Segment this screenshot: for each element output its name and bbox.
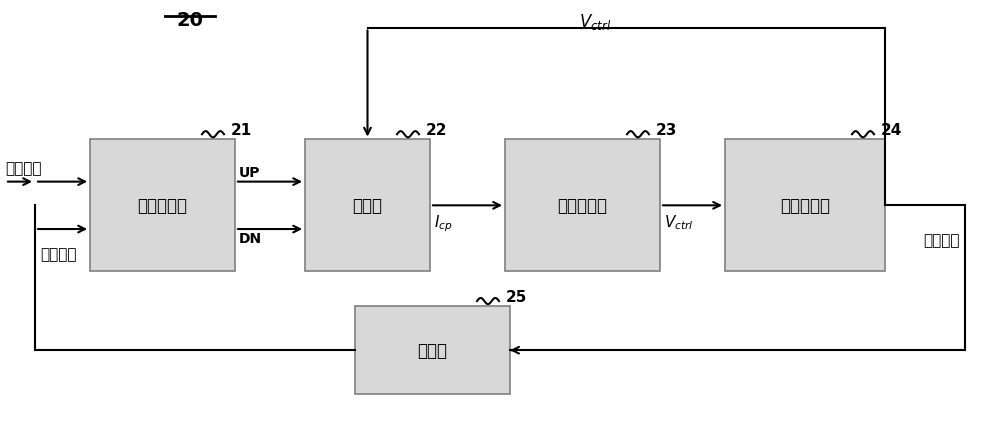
Text: 分频器: 分频器 [418,341,448,360]
Bar [505,140,660,272]
Bar [305,140,430,272]
Text: $V_{ctrl}$: $V_{ctrl}$ [664,212,694,231]
Text: 21: 21 [231,123,252,138]
Text: 23: 23 [656,123,677,138]
Text: DN: DN [239,232,262,246]
Text: 输出信号: 输出信号 [924,232,960,247]
Text: 反馈信号: 反馈信号 [40,247,76,262]
Text: 24: 24 [881,123,902,138]
Text: 压控振荡器: 压控振荡器 [780,197,830,215]
Text: 环路滤波器: 环路滤波器 [558,197,608,215]
Bar [355,307,510,394]
Text: UP: UP [239,166,260,180]
Bar [725,140,885,272]
Text: 20: 20 [176,11,204,30]
Text: 25: 25 [506,289,527,304]
Text: 22: 22 [426,123,448,138]
Text: 鉴频鉴相器: 鉴频鉴相器 [137,197,187,215]
Text: 电荷泵: 电荷泵 [352,197,382,215]
Bar [90,140,235,272]
Text: $V_{ctrl}$: $V_{ctrl}$ [579,12,611,32]
Text: $I_{cp}$: $I_{cp}$ [434,212,453,233]
Text: 输入信号: 输入信号 [5,161,42,176]
